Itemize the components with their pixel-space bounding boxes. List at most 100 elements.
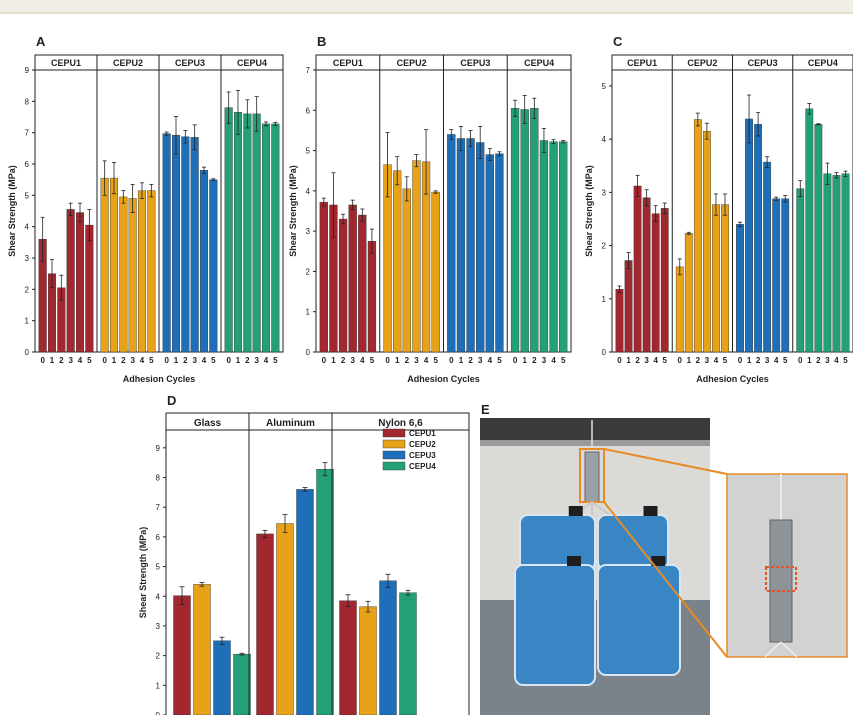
group-header-label: CEPU1 bbox=[333, 58, 363, 68]
y-tick-label: 7 bbox=[25, 129, 30, 138]
bar bbox=[736, 224, 744, 353]
y-tick-label: 9 bbox=[156, 444, 161, 453]
legend-swatch bbox=[382, 450, 406, 460]
group-header-label: CEPU2 bbox=[687, 58, 717, 68]
x-tick-label: 3 bbox=[765, 356, 770, 365]
bar bbox=[675, 266, 684, 353]
y-tick-label: 1 bbox=[25, 317, 30, 326]
bar bbox=[402, 188, 411, 353]
x-tick-label: 1 bbox=[522, 356, 527, 365]
panel-label: A bbox=[36, 34, 46, 49]
bar bbox=[431, 191, 440, 353]
x-tick-label: 1 bbox=[459, 356, 464, 365]
x-tick-label: 5 bbox=[497, 356, 502, 365]
bar bbox=[271, 123, 280, 353]
photo-canister-cap bbox=[568, 506, 583, 516]
y-tick-label: 2 bbox=[306, 267, 311, 276]
bar bbox=[137, 190, 147, 353]
x-tick-label: 3 bbox=[478, 356, 483, 365]
x-tick-label: 1 bbox=[112, 356, 117, 365]
x-tick-label: 0 bbox=[738, 356, 743, 365]
x-tick-label: 2 bbox=[756, 356, 761, 365]
photo-rail bbox=[480, 418, 710, 440]
bar bbox=[338, 218, 348, 353]
bar bbox=[252, 113, 261, 353]
x-axis-label: Adhesion Cycles bbox=[696, 374, 769, 384]
group-header-label: CEPU1 bbox=[627, 58, 657, 68]
photo-canister-cap bbox=[567, 556, 581, 566]
bar bbox=[754, 124, 763, 353]
bar bbox=[100, 177, 109, 353]
group-header-label: Aluminum bbox=[266, 418, 315, 429]
y-tick-label: 1 bbox=[602, 295, 607, 304]
photo-specimen bbox=[584, 451, 600, 503]
bar bbox=[233, 112, 243, 353]
bar bbox=[128, 198, 137, 353]
photo-canister bbox=[597, 564, 681, 676]
bar bbox=[213, 640, 231, 715]
bar bbox=[147, 190, 156, 353]
x-tick-label: 1 bbox=[687, 356, 692, 365]
x-tick-label: 1 bbox=[626, 356, 631, 365]
group-header-label: CEPU2 bbox=[113, 58, 143, 68]
bar bbox=[193, 584, 211, 715]
bar bbox=[624, 260, 633, 353]
x-tick-label: 1 bbox=[174, 356, 179, 365]
bar bbox=[261, 123, 271, 353]
y-tick-label: 0 bbox=[602, 348, 607, 357]
bar bbox=[233, 653, 251, 715]
bar bbox=[832, 175, 841, 353]
photo-inset-specimen bbox=[769, 519, 793, 643]
bar bbox=[173, 595, 191, 715]
x-tick-label: 4 bbox=[834, 356, 839, 365]
photo-weights-hanging-from-lap-joint bbox=[480, 418, 848, 715]
bar bbox=[660, 208, 669, 353]
x-tick-label: 2 bbox=[341, 356, 346, 365]
group-header-label: CEPU3 bbox=[175, 58, 205, 68]
bar bbox=[296, 489, 314, 715]
photo-canister-cap bbox=[651, 556, 666, 566]
bar bbox=[339, 600, 357, 715]
x-tick-label: 1 bbox=[395, 356, 400, 365]
bar bbox=[256, 533, 274, 715]
panel-label: E bbox=[481, 402, 490, 417]
bar bbox=[379, 580, 397, 715]
photo-canister bbox=[519, 514, 596, 571]
y-axis-label: Shear Strength (MPa) bbox=[138, 527, 148, 619]
top-banner bbox=[0, 0, 853, 14]
x-tick-label: 4 bbox=[653, 356, 658, 365]
y-tick-label: 1 bbox=[306, 308, 311, 317]
bar bbox=[224, 107, 233, 353]
bar bbox=[651, 213, 660, 353]
bar bbox=[745, 118, 753, 353]
bar bbox=[693, 119, 702, 353]
plot-frame bbox=[165, 412, 470, 715]
legend-swatch bbox=[382, 439, 406, 449]
bar bbox=[485, 154, 494, 353]
photo-inset-hooks bbox=[764, 641, 798, 658]
photo-inset-bond-area bbox=[765, 566, 797, 592]
x-tick-label: 5 bbox=[273, 356, 278, 365]
bar bbox=[466, 138, 475, 353]
photo-zoom-line bbox=[603, 501, 728, 658]
top-banner-rule bbox=[0, 12, 853, 14]
bar bbox=[171, 134, 181, 353]
bar bbox=[549, 141, 558, 353]
bar bbox=[823, 173, 832, 353]
bar bbox=[109, 177, 119, 353]
y-tick-label: 4 bbox=[25, 223, 30, 232]
x-tick-label: 0 bbox=[322, 356, 327, 365]
x-tick-label: 3 bbox=[130, 356, 135, 365]
x-tick-label: 3 bbox=[68, 356, 73, 365]
bar bbox=[358, 214, 367, 353]
x-tick-label: 2 bbox=[405, 356, 410, 365]
bar bbox=[456, 138, 466, 353]
x-tick-label: 4 bbox=[488, 356, 493, 365]
y-tick-label: 7 bbox=[306, 66, 311, 75]
x-tick-label: 5 bbox=[149, 356, 154, 365]
x-tick-label: 1 bbox=[50, 356, 55, 365]
bar bbox=[615, 289, 624, 353]
x-tick-label: 1 bbox=[807, 356, 812, 365]
panel-label: B bbox=[317, 34, 326, 49]
